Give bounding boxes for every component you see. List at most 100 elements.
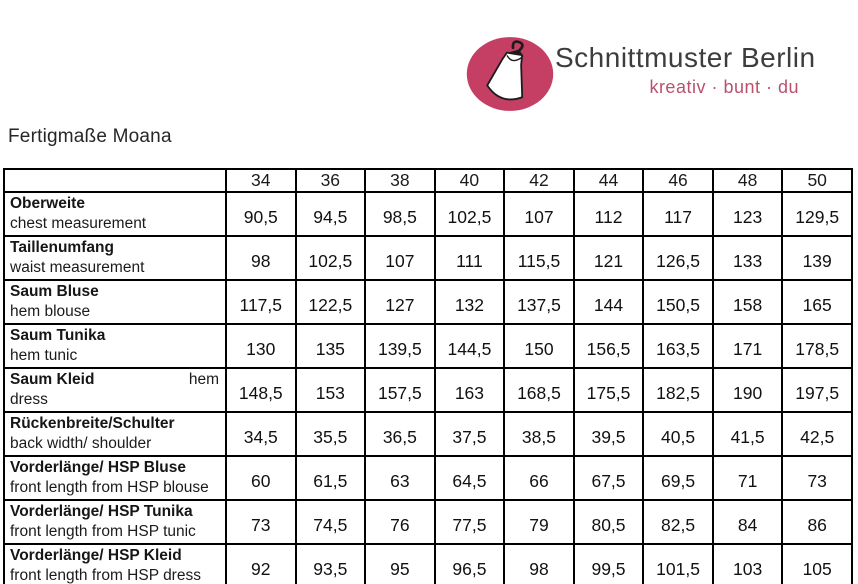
measurement-value: 129,5: [781, 191, 853, 237]
dress-on-hanger-icon: [465, 35, 555, 118]
measurement-value: 61,5: [294, 455, 367, 501]
measurement-value: 112: [572, 191, 645, 237]
measurement-row: Vorderlänge/ HSP Tunika front length from…: [3, 499, 853, 545]
measurement-value: 165: [781, 279, 853, 325]
measurement-value: 42,5: [781, 411, 853, 457]
measurement-value: 34,5: [225, 411, 297, 457]
measurement-value: 139,5: [364, 323, 436, 369]
measurement-label: Vorderlänge/ HSP Tunika front length from…: [3, 499, 227, 545]
measurement-value: 37,5: [433, 411, 506, 457]
brand-tagline: kreativ · bunt · du: [649, 77, 799, 97]
measurement-value: 150,5: [642, 279, 714, 325]
size-column-header: 46: [642, 168, 714, 193]
measurement-value: 86: [781, 499, 853, 545]
measurement-value: 178,5: [781, 323, 853, 369]
measurement-row: Oberweite chest measurement 90,5 94,5 98,5 10…: [3, 191, 853, 237]
measurement-value: 84: [711, 499, 784, 545]
measurement-value: 158: [711, 279, 784, 325]
measurement-value: 117,5: [225, 279, 297, 325]
measurement-value: 127: [364, 279, 436, 325]
measurement-value: 163,5: [642, 323, 714, 369]
measurement-value: 60: [225, 455, 297, 501]
size-column-header: 48: [711, 168, 784, 193]
measurement-row: Rückenbreite/Schulter back width/ shoulde…: [3, 411, 853, 457]
measurement-value: 102,5: [294, 235, 367, 281]
measurement-value: 133: [711, 235, 784, 281]
measurement-value: 41,5: [711, 411, 784, 457]
measurement-value: 144,5: [433, 323, 506, 369]
measurement-value: 79: [503, 499, 575, 545]
measurement-label: Saum Bluse hem blouse: [3, 279, 227, 325]
measurement-value: 117: [642, 191, 714, 237]
measurement-value: 168,5: [503, 367, 575, 413]
measurement-value: 99,5: [572, 543, 645, 584]
measurement-value: 39,5: [572, 411, 645, 457]
size-column-header: 50: [781, 168, 853, 193]
size-column-header: 40: [433, 168, 506, 193]
size-column-header: 34: [225, 168, 297, 193]
page-title: Fertigmaße Moana: [8, 126, 172, 147]
measurement-value: 69,5: [642, 455, 714, 501]
measurement-value: 98: [503, 543, 575, 584]
measurement-value: 150: [503, 323, 575, 369]
measurement-row: Vorderlänge/ HSP Bluse front length from …: [3, 455, 853, 501]
measurement-value: 132: [433, 279, 506, 325]
measurement-value: 92: [225, 543, 297, 584]
measurement-value: 96,5: [433, 543, 506, 584]
measurement-value: 107: [364, 235, 436, 281]
measurement-value: 130: [225, 323, 297, 369]
measurement-label: Taillenumfang waist measurement: [3, 235, 227, 281]
measurement-label: Vorderlänge/ HSP Bluse front length from …: [3, 455, 227, 501]
measurement-value: 74,5: [294, 499, 367, 545]
corner-cell: [3, 168, 227, 193]
measurement-row: Saum Kleid hem dress 148,5 153 157,5 163 168,5 1…: [3, 367, 853, 413]
measurement-value: 80,5: [572, 499, 645, 545]
measurement-row: Saum Bluse hem blouse 117,5 122,5 127 132 137,…: [3, 279, 853, 325]
measurement-row: Saum Tunika hem tunic 130 135 139,5 144,5 150 1…: [3, 323, 853, 369]
measurement-value: 40,5: [642, 411, 714, 457]
measurement-label: Vorderlänge/ HSP Kleid front length from …: [3, 543, 227, 584]
measurement-value: 102,5: [433, 191, 506, 237]
measurement-value: 82,5: [642, 499, 714, 545]
measurement-value: 107: [503, 191, 575, 237]
measurement-value: 93,5: [294, 543, 367, 584]
measurement-value: 66: [503, 455, 575, 501]
measurement-value: 121: [572, 235, 645, 281]
measurement-value: 190: [711, 367, 784, 413]
size-measurement-table: 34 36 38 40 42 44 46 48 50 Oberweite chest measur…: [3, 168, 853, 584]
measurement-value: 197,5: [781, 367, 853, 413]
size-column-header: 44: [572, 168, 645, 193]
size-column-header: 38: [364, 168, 436, 193]
measurement-value: 77,5: [433, 499, 506, 545]
measurement-value: 148,5: [225, 367, 297, 413]
measurement-value: 67,5: [572, 455, 645, 501]
measurement-value: 76: [364, 499, 436, 545]
measurement-value: 153: [294, 367, 367, 413]
brand-name: Schnittmuster Berlin: [555, 42, 816, 73]
measurement-value: 182,5: [642, 367, 714, 413]
measurement-value: 73: [781, 455, 853, 501]
measurement-value: 175,5: [572, 367, 645, 413]
measurement-value: 73: [225, 499, 297, 545]
measurement-value: 98: [225, 235, 297, 281]
measurement-value: 126,5: [642, 235, 714, 281]
measurement-value: 35,5: [294, 411, 367, 457]
measurement-label: Saum Tunika hem tunic: [3, 323, 227, 369]
measurement-value: 94,5: [294, 191, 367, 237]
measurement-value: 98,5: [364, 191, 436, 237]
measurement-value: 115,5: [503, 235, 575, 281]
measurement-value: 139: [781, 235, 853, 281]
measurement-value: 63: [364, 455, 436, 501]
measurement-value: 163: [433, 367, 506, 413]
table-body: Oberweite chest measurement 90,5 94,5 98,5 10…: [3, 191, 853, 584]
measurement-value: 36,5: [364, 411, 436, 457]
measurement-row: Taillenumfang waist measurement 98 102,5 107…: [3, 235, 853, 281]
measurement-value: 123: [711, 191, 784, 237]
measurement-value: 135: [294, 323, 367, 369]
measurement-value: 38,5: [503, 411, 575, 457]
measurement-value: 90,5: [225, 191, 297, 237]
measurement-value: 156,5: [572, 323, 645, 369]
measurement-value: 64,5: [433, 455, 506, 501]
measurement-value: 137,5: [503, 279, 575, 325]
measurement-label: Saum Kleid hem dress: [3, 367, 227, 413]
